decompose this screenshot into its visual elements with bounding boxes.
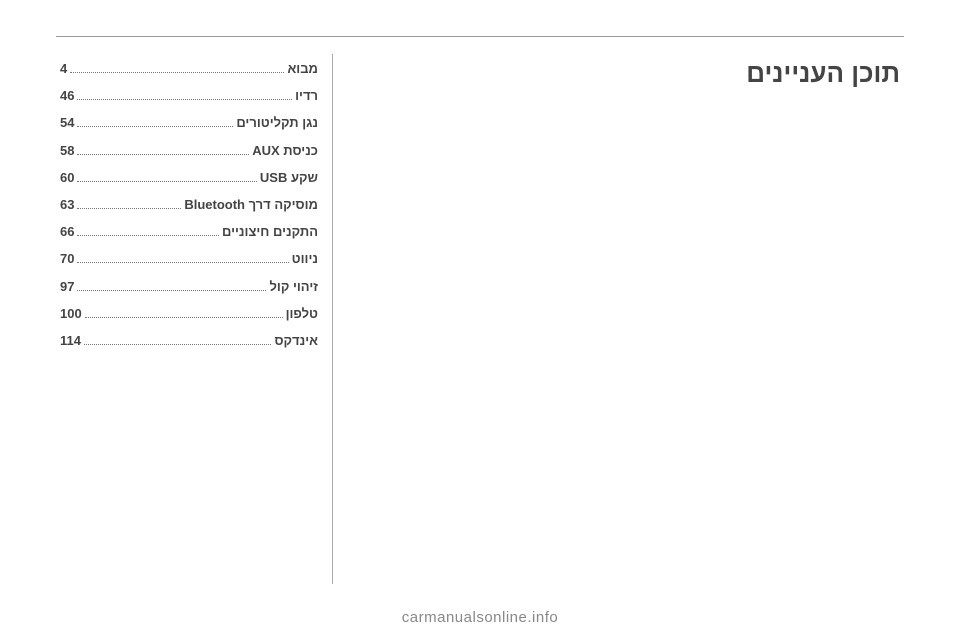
toc-page-number: 97 [60, 278, 74, 296]
toc-label: נגן תקליטורים [236, 114, 318, 132]
toc-row: אינדקס 114 [60, 332, 318, 350]
toc-label: מוסיקה דרך Bluetooth [184, 196, 318, 214]
toc-leader-dots [77, 171, 256, 181]
toc-label: מבוא [287, 60, 318, 78]
toc-label: זיהוי קול [269, 278, 318, 296]
toc-leader-dots [77, 117, 233, 127]
toc-leader-dots [77, 253, 288, 263]
toc-label: כניסת AUX [252, 142, 318, 160]
toc-page-number: 4 [60, 60, 67, 78]
toc-page-number: 66 [60, 223, 74, 241]
footer-watermark: carmanualsonline.info [0, 609, 960, 626]
toc-page-number: 114 [60, 332, 81, 350]
page-title: תוכן העניינים [746, 58, 900, 89]
toc-row: שקע USB 60 [60, 169, 318, 187]
toc-leader-dots [70, 63, 284, 73]
toc-leader-dots [77, 90, 292, 100]
toc-label: התקנים חיצוניים [222, 223, 318, 241]
toc-row: זיהוי קול 97 [60, 278, 318, 296]
toc-row: ניווט 70 [60, 250, 318, 268]
toc-page-number: 70 [60, 250, 74, 268]
toc-row: מבוא 4 [60, 60, 318, 78]
toc-row: רדיו 46 [60, 87, 318, 105]
toc-label: שקע USB [260, 169, 318, 187]
toc-page-number: 58 [60, 142, 74, 160]
toc-page-number: 63 [60, 196, 74, 214]
toc-label: טלפון [286, 305, 318, 323]
toc-leader-dots [77, 226, 219, 236]
toc-label: ניווט [292, 250, 318, 268]
toc-page-number: 60 [60, 169, 74, 187]
toc-row: טלפון 100 [60, 305, 318, 323]
page: תוכן העניינים מבוא 4 רדיו 46 נגן תקליטורים 54… [0, 0, 960, 642]
toc-leader-dots [84, 334, 271, 344]
toc-leader-dots [85, 307, 283, 317]
toc-page-number: 46 [60, 87, 74, 105]
toc-leader-dots [77, 280, 266, 290]
toc-label: אינדקס [274, 332, 318, 350]
toc-row: כניסת AUX 58 [60, 142, 318, 160]
toc-leader-dots [77, 144, 249, 154]
vertical-divider [332, 54, 333, 584]
toc-row: מוסיקה דרך Bluetooth 63 [60, 196, 318, 214]
horizontal-rule [56, 36, 904, 37]
toc-row: התקנים חיצוניים 66 [60, 223, 318, 241]
toc-page-number: 100 [60, 305, 82, 323]
table-of-contents: מבוא 4 רדיו 46 נגן תקליטורים 54 כניסת AUX 58 שקע… [60, 60, 318, 359]
toc-leader-dots [77, 199, 181, 209]
toc-label: רדיו [295, 87, 318, 105]
toc-page-number: 54 [60, 114, 74, 132]
toc-row: נגן תקליטורים 54 [60, 114, 318, 132]
